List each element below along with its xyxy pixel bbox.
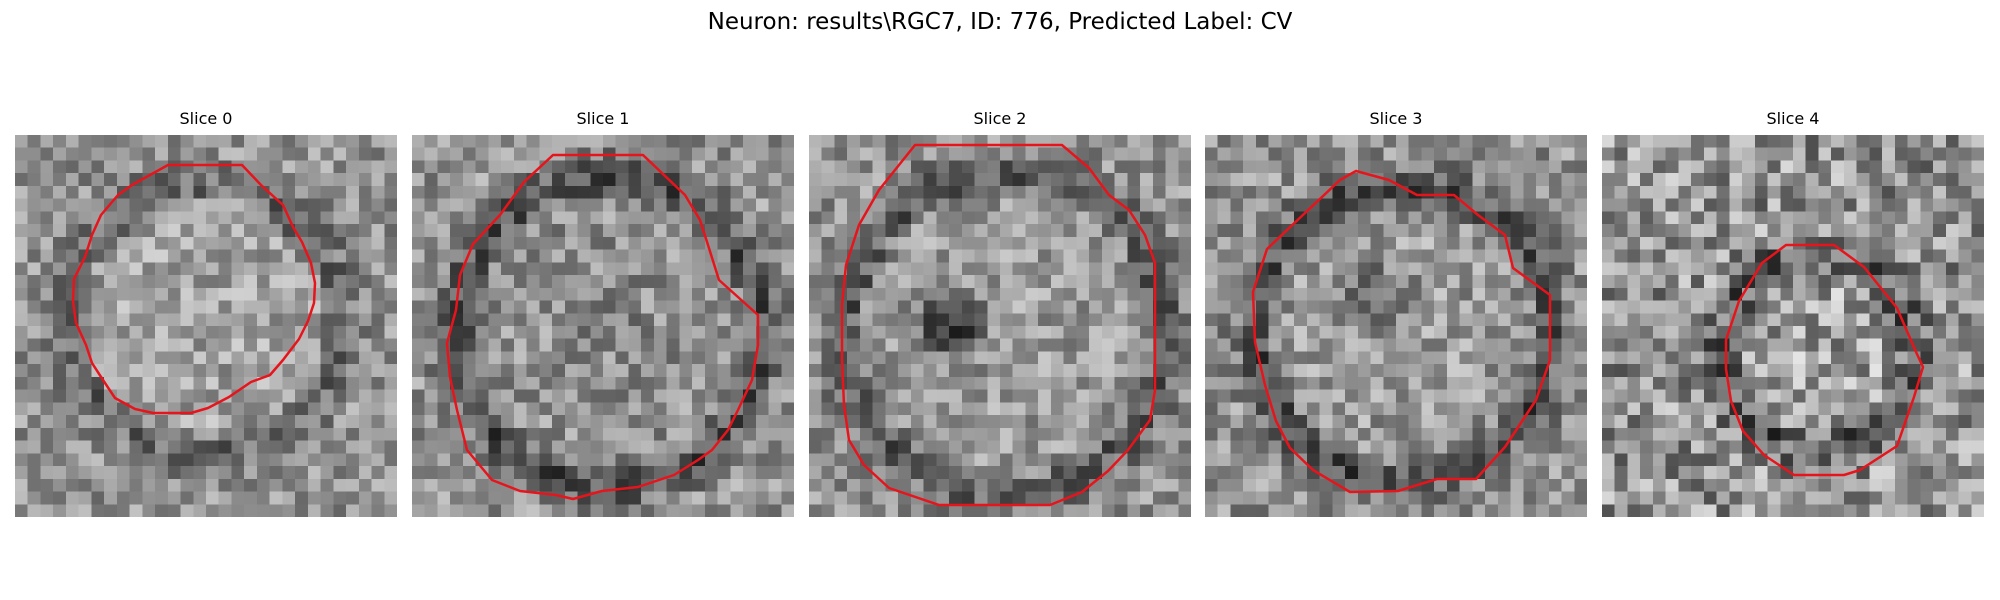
slice-image-3 <box>1205 135 1587 517</box>
slice-title-2: Slice 2 <box>973 109 1027 128</box>
slice-image-4 <box>1602 135 1984 517</box>
cell-outline-3 <box>1251 169 1552 494</box>
slice-title-1: Slice 1 <box>576 109 630 128</box>
cell-outline-1 <box>445 153 760 501</box>
slice-title-3: Slice 3 <box>1369 109 1423 128</box>
cell-outline-4 <box>1724 243 1925 477</box>
cell-outline-0 <box>71 163 317 415</box>
slice-title-4: Slice 4 <box>1766 109 1820 128</box>
slice-image-1 <box>412 135 794 517</box>
cell-outline-2 <box>840 143 1157 507</box>
figure-title: Neuron: results\RGC7, ID: 776, Predicted… <box>707 9 1293 35</box>
slice-title-0: Slice 0 <box>179 109 233 128</box>
